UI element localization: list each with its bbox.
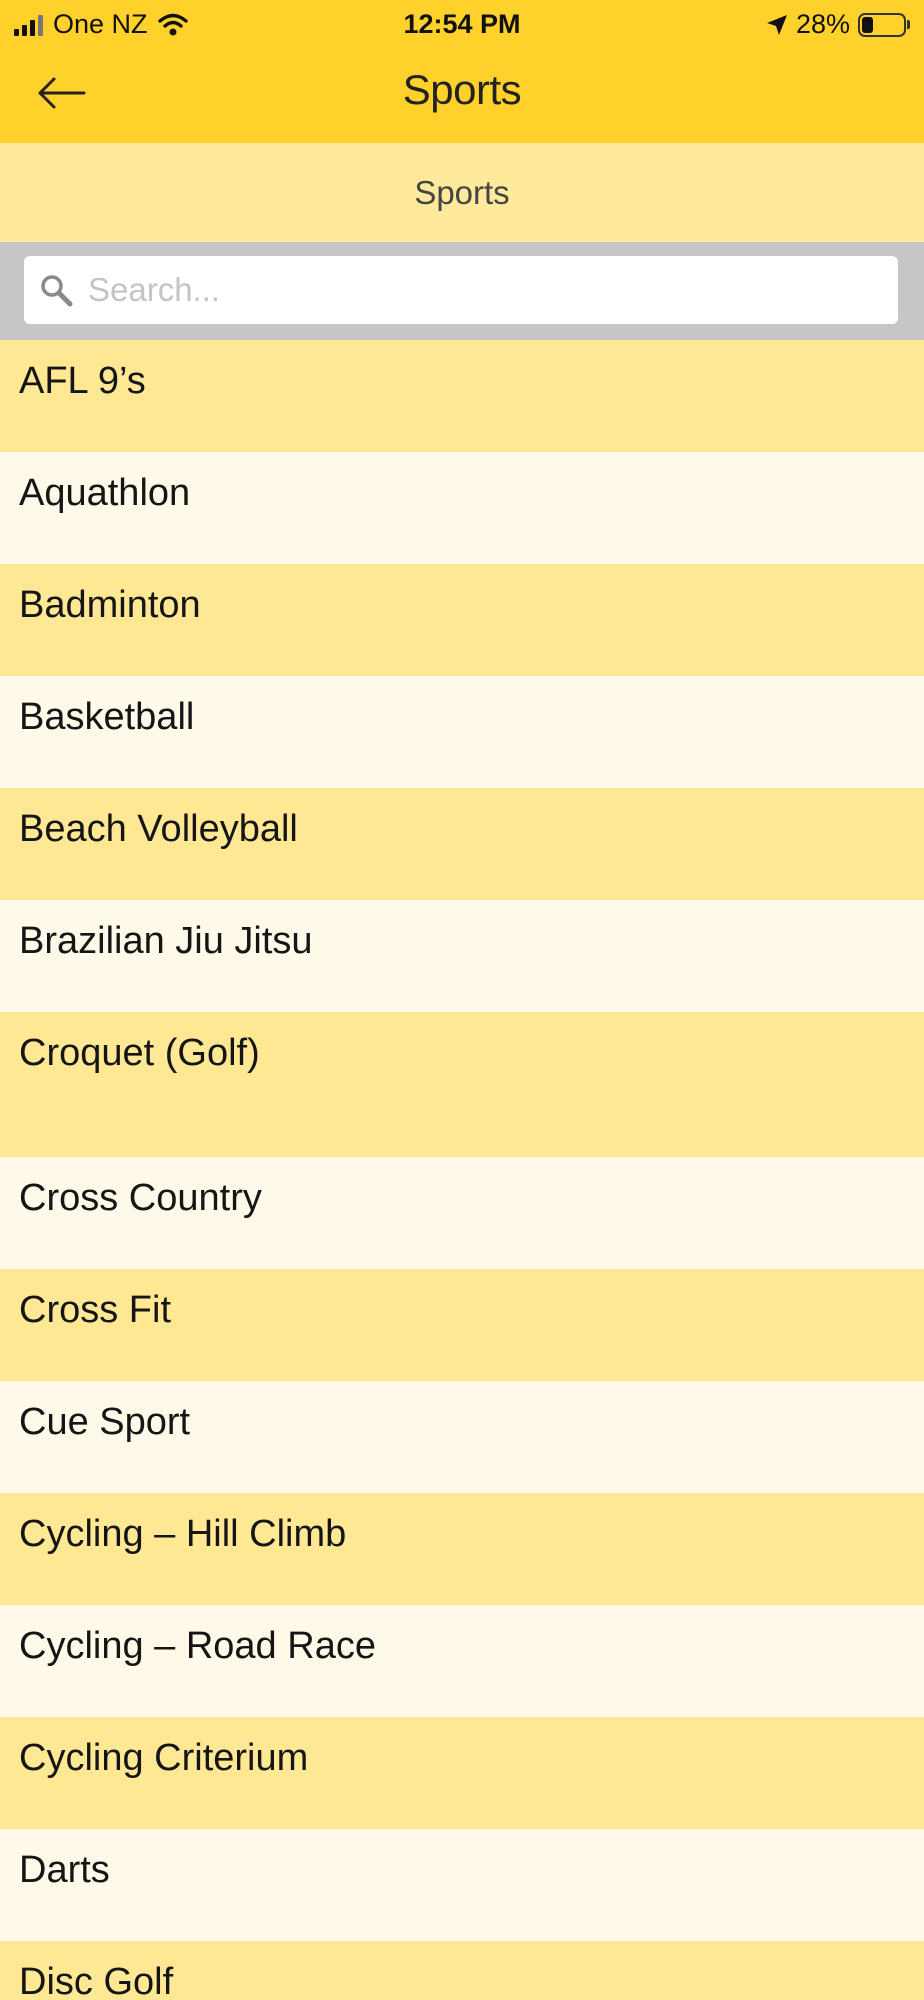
list-item[interactable]: Badminton: [0, 564, 924, 676]
list-item-label: Cycling – Hill Climb: [19, 1513, 347, 1555]
list-item-label: Basketball: [19, 696, 195, 738]
battery-icon: [858, 12, 910, 37]
search-field[interactable]: [24, 256, 898, 324]
status-right: 28%: [766, 9, 910, 40]
list-item[interactable]: Croquet (Golf): [0, 1012, 924, 1157]
list-item-label: Cross Fit: [19, 1289, 171, 1331]
list-item-label: Brazilian Jiu Jitsu: [19, 920, 313, 962]
list-item-label: Aquathlon: [19, 472, 191, 514]
section-title: Sports: [0, 143, 924, 242]
search-icon: [41, 275, 73, 307]
cellular-signal-icon: [14, 14, 43, 36]
list-item[interactable]: Disc Golf: [0, 1941, 924, 2000]
list-item-label: Cue Sport: [19, 1401, 191, 1443]
status-left: One NZ: [14, 9, 188, 40]
list-item[interactable]: Cycling – Road Race: [0, 1605, 924, 1717]
list-item-label: Disc Golf: [19, 1961, 174, 2000]
list-item-label: Darts: [19, 1849, 110, 1891]
status-bar: One NZ 12:54 PM 28%: [0, 0, 924, 46]
list-item[interactable]: Cross Fit: [0, 1269, 924, 1381]
list-item[interactable]: Cycling Criterium: [0, 1717, 924, 1829]
list-item[interactable]: Cue Sport: [0, 1381, 924, 1493]
list-item[interactable]: Beach Volleyball: [0, 788, 924, 900]
list-item[interactable]: Cycling – Hill Climb: [0, 1493, 924, 1605]
app-header: Sports: [0, 46, 924, 143]
carrier-name: One NZ: [53, 9, 148, 39]
search-bar: [0, 242, 924, 340]
battery-percent: 28%: [795, 9, 850, 39]
list-item-label: AFL 9’s: [19, 360, 146, 402]
list-item[interactable]: Cross Country: [0, 1157, 924, 1269]
list-item-label: Cycling Criterium: [19, 1737, 309, 1779]
wifi-icon: [157, 13, 188, 35]
list-item-label: Croquet (Golf): [19, 1032, 260, 1074]
search-input[interactable]: [88, 256, 888, 324]
list-item[interactable]: AFL 9’s: [0, 340, 924, 452]
status-time: 12:54 PM: [403, 9, 521, 39]
list-item-label: Cycling – Road Race: [19, 1625, 376, 1667]
page-title: Sports: [402, 66, 522, 113]
list-item-label: Badminton: [19, 584, 201, 626]
sports-list: AFL 9’s Aquathlon Badminton Basketball Beach…: [0, 340, 924, 2000]
list-item-label: Beach Volleyball: [19, 808, 298, 850]
arrow-left-icon: [38, 77, 86, 109]
location-arrow-icon: [766, 14, 787, 35]
list-item[interactable]: Aquathlon: [0, 452, 924, 564]
back-button[interactable]: [36, 71, 92, 115]
list-item[interactable]: Brazilian Jiu Jitsu: [0, 900, 924, 1012]
list-item[interactable]: Basketball: [0, 676, 924, 788]
list-item-label: Cross Country: [19, 1177, 262, 1219]
list-item[interactable]: Darts: [0, 1829, 924, 1941]
